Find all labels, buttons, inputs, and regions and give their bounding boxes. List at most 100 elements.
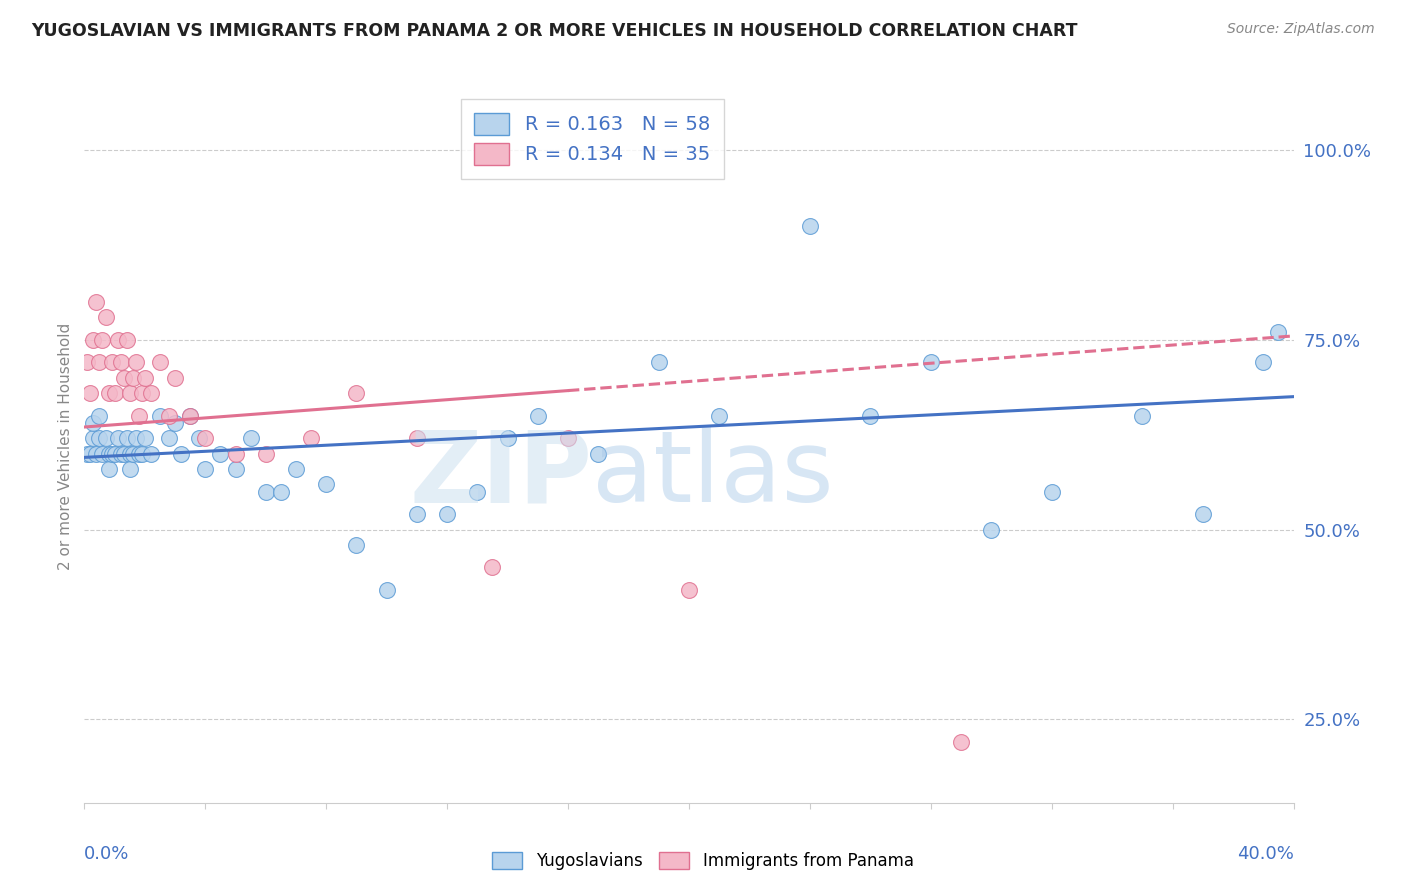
Point [121, 370, 143, 384]
Point [678, 583, 700, 598]
Point [86, 294, 108, 309]
Point [110, 355, 132, 369]
Point [179, 409, 201, 423]
Point [128, 447, 150, 461]
Point [107, 333, 129, 347]
Point [920, 355, 942, 369]
Point [82, 431, 104, 445]
Point [157, 431, 180, 445]
Point [94, 310, 117, 324]
Point [859, 409, 882, 423]
Point [346, 538, 368, 552]
Point [239, 431, 262, 445]
Point [980, 523, 1002, 537]
Point [128, 409, 150, 423]
Point [139, 385, 162, 400]
Point [170, 447, 193, 461]
Point [165, 370, 187, 384]
Point [115, 333, 138, 347]
Point [467, 484, 489, 499]
Point [1253, 355, 1275, 369]
Text: 0.0%: 0.0% [84, 845, 129, 863]
Point [115, 431, 138, 445]
Point [131, 447, 153, 461]
Point [79, 447, 101, 461]
Point [89, 431, 111, 445]
Point [406, 431, 429, 445]
Point [299, 431, 322, 445]
Point [94, 431, 117, 445]
Point [97, 447, 120, 461]
Point [346, 385, 368, 400]
Point [79, 385, 101, 400]
Point [588, 447, 610, 461]
Text: 40.0%: 40.0% [1237, 845, 1294, 863]
Point [709, 409, 731, 423]
Point [118, 385, 141, 400]
Point [648, 355, 671, 369]
Point [134, 431, 156, 445]
Point [285, 462, 308, 476]
Point [1040, 484, 1063, 499]
Legend: Yugoslavians, Immigrants from Panama: Yugoslavians, Immigrants from Panama [486, 845, 920, 877]
Point [112, 447, 135, 461]
Point [82, 333, 104, 347]
Point [76, 355, 98, 369]
Point [950, 735, 973, 749]
Point [254, 484, 277, 499]
Point [1267, 325, 1289, 339]
Point [254, 447, 277, 461]
Point [100, 447, 122, 461]
Point [165, 416, 187, 430]
Text: YUGOSLAVIAN VS IMMIGRANTS FROM PANAMA 2 OR MORE VEHICLES IN HOUSEHOLD CORRELATIO: YUGOSLAVIAN VS IMMIGRANTS FROM PANAMA 2 … [31, 22, 1077, 40]
Point [82, 416, 104, 430]
Point [209, 447, 232, 461]
Point [139, 447, 162, 461]
Point [315, 477, 337, 491]
Point [1192, 508, 1215, 522]
Point [125, 355, 148, 369]
Point [131, 385, 153, 400]
Y-axis label: 2 or more Vehicles in Household: 2 or more Vehicles in Household [58, 322, 73, 570]
Point [89, 355, 111, 369]
Point [270, 484, 292, 499]
Point [188, 431, 211, 445]
Point [799, 219, 821, 233]
Point [100, 355, 122, 369]
Point [375, 583, 398, 598]
Point [496, 431, 519, 445]
Point [97, 462, 120, 476]
Point [104, 385, 127, 400]
Point [436, 508, 458, 522]
Point [112, 370, 135, 384]
Point [225, 447, 247, 461]
Point [104, 447, 127, 461]
Text: Source: ZipAtlas.com: Source: ZipAtlas.com [1227, 22, 1375, 37]
Point [194, 431, 217, 445]
Point [194, 462, 217, 476]
Point [118, 447, 141, 461]
Point [527, 409, 550, 423]
Point [157, 409, 180, 423]
Point [107, 431, 129, 445]
Point [225, 462, 247, 476]
Point [1130, 409, 1153, 423]
Point [179, 409, 201, 423]
Point [76, 447, 98, 461]
Point [149, 355, 172, 369]
Point [149, 409, 172, 423]
Point [125, 431, 148, 445]
Point [118, 462, 141, 476]
Point [110, 447, 132, 461]
Point [91, 447, 114, 461]
Point [91, 333, 114, 347]
Point [89, 409, 111, 423]
Point [121, 447, 143, 461]
Text: ZIP: ZIP [409, 426, 592, 523]
Point [406, 508, 429, 522]
Point [557, 431, 579, 445]
Point [481, 560, 503, 574]
Legend: R = 0.163   N = 58, R = 0.134   N = 35: R = 0.163 N = 58, R = 0.134 N = 35 [461, 99, 724, 178]
Text: atlas: atlas [592, 426, 834, 523]
Point [97, 385, 120, 400]
